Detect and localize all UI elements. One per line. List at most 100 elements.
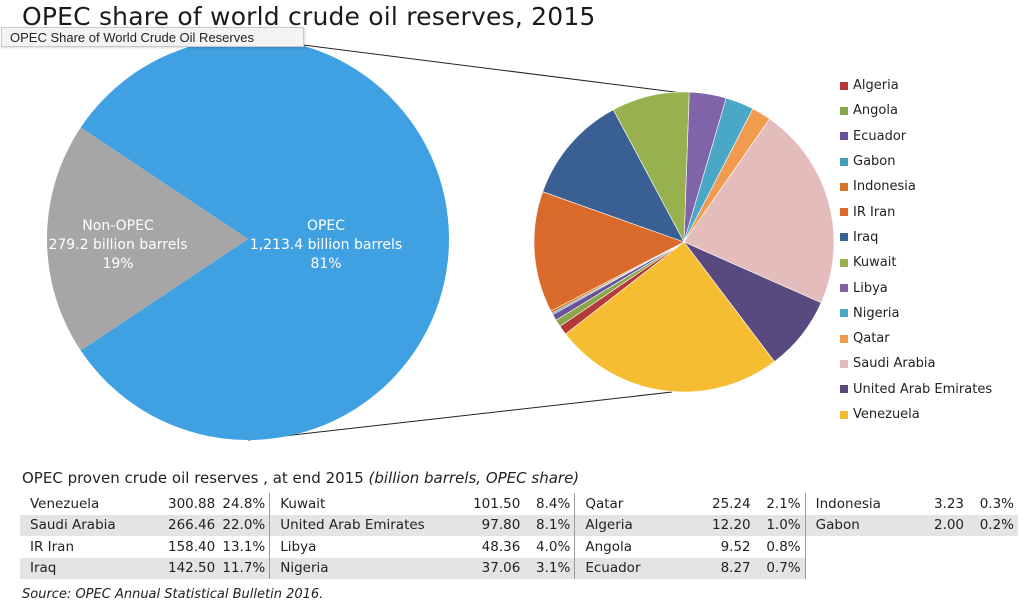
table-country: Indonesia — [815, 495, 881, 512]
table-value: 48.36 — [481, 538, 521, 555]
legend-swatch — [840, 81, 848, 90]
table-country: Algeria — [585, 517, 633, 534]
table-row: Saudi Arabia 266.46 22.0% — [20, 514, 270, 536]
table-row: Gabon 2.00 0.2% — [805, 514, 1018, 536]
table-row: Indonesia 3.23 0.3% — [806, 493, 1018, 515]
legend-label: Ecuador — [853, 128, 907, 144]
slice-iraq — [542, 109, 685, 243]
table-share: 22.0% — [222, 517, 266, 534]
table-column-3: Qatar 25.24 2.1% Algeria 12.20 1.0% Angola 9.52… — [575, 493, 806, 579]
legend-item-saudi-arabia: Saudi Arabia — [840, 351, 992, 376]
chart-tooltip: OPEC Share of World Crude Oil Reserves — [1, 27, 304, 47]
table-title-text: OPEC proven crude oil reserves , at end … — [22, 469, 364, 487]
table-share: 24.8% — [222, 495, 266, 512]
table-country: Gabon — [815, 517, 860, 534]
slice-non-opec — [46, 127, 248, 351]
legend-swatch — [840, 410, 848, 419]
legend-label: Angola — [853, 103, 898, 119]
label-opec-value: 1,213.4 billion barrels — [250, 237, 402, 253]
table-row — [806, 536, 1018, 558]
source-note: Source: OPEC Annual Statistical Bulletin… — [22, 587, 324, 602]
label-nonopec-name: Non-OPEC — [82, 218, 154, 234]
table-row: IR Iran 158.40 13.1% — [20, 536, 269, 558]
legend-swatch — [840, 106, 848, 115]
table-country: Saudi Arabia — [30, 517, 116, 534]
table-row — [806, 558, 1018, 580]
legend-item-gabon: Gabon — [840, 149, 992, 174]
legend-swatch — [840, 157, 848, 166]
legend-item-libya: Libya — [840, 275, 992, 300]
table-column-4: Indonesia 3.23 0.3% Gabon 2.00 0.2% — [805, 493, 1018, 580]
table-value: 9.52 — [720, 538, 751, 555]
legend-label: Kuwait — [853, 255, 897, 271]
table-row: Ecuador 8.27 0.7% — [575, 557, 805, 579]
table-row: Kuwait 101.50 8.4% — [270, 493, 574, 515]
legend-label: Indonesia — [853, 179, 916, 195]
legend-label: Venezuela — [853, 407, 920, 422]
table-value: 8.27 — [720, 560, 751, 577]
reserves-table: Venezuela 300.88 24.8% Saudi Arabia 266.46 22… — [20, 493, 1018, 579]
legend-label: Algeria — [853, 78, 899, 94]
legend-swatch — [840, 359, 848, 368]
table-country: IR Iran — [30, 538, 75, 555]
legend-swatch — [840, 132, 848, 141]
table-value: 158.40 — [168, 538, 216, 555]
table-country: Nigeria — [280, 560, 329, 577]
table-value: 25.24 — [711, 495, 751, 512]
slice-ir-iran — [533, 191, 685, 312]
pie-charts: OPEC 1,213.4 billion barrels 81% Non-OPEC 27… — [46, 37, 835, 441]
table-share: 2.1% — [766, 495, 801, 512]
table-unit: (billion barrels, OPEC share) — [368, 469, 580, 487]
table-country: Qatar — [585, 495, 624, 512]
legend-label: Gabon — [853, 154, 896, 170]
legend-swatch — [840, 258, 848, 267]
slice-venezuela — [565, 241, 775, 393]
legend-label: United Arab Emirates — [853, 381, 993, 397]
table-share: 4.0% — [536, 538, 571, 555]
legend-swatch — [840, 334, 848, 343]
legend-swatch — [840, 182, 848, 191]
table-share: 11.7% — [222, 560, 266, 577]
table-share: 8.1% — [536, 517, 571, 534]
table-country: Ecuador — [585, 560, 641, 577]
table-value: 97.80 — [481, 517, 521, 534]
legend-item-algeria: Algeria — [840, 73, 992, 98]
table-value: 12.20 — [711, 517, 751, 534]
table-share: 0.3% — [979, 495, 1014, 512]
table-country: Iraq — [30, 560, 57, 577]
table-share: 0.2% — [979, 517, 1014, 534]
table-share: 13.1% — [222, 538, 266, 555]
table-value: 3.23 — [933, 495, 964, 512]
table-country: Libya — [280, 538, 317, 555]
table-share: 0.7% — [766, 560, 801, 577]
table-value: 300.88 — [168, 495, 216, 512]
legend-swatch — [840, 233, 848, 242]
slice-saudi-arabia — [683, 118, 835, 304]
table-row: Iraq 142.50 11.7% — [20, 557, 270, 579]
legend-item-angola: Angola — [840, 98, 992, 123]
legend-item-qatar: Qatar — [840, 326, 992, 351]
legend-item-united-arab-emirates: United Arab Emirates — [840, 377, 992, 402]
legend-swatch — [840, 385, 848, 394]
table-row: Angola 9.52 0.8% — [575, 536, 804, 558]
label-nonopec-value: 279.2 billion barrels — [48, 237, 187, 253]
legend-item-ecuador: Ecuador — [840, 124, 992, 149]
legend-label: IR Iran — [853, 204, 896, 220]
table-share: 3.1% — [536, 560, 571, 577]
table-row: Venezuela 300.88 24.8% — [20, 493, 269, 515]
slice-opec — [80, 37, 449, 440]
label-opec-pct: 81% — [310, 256, 341, 272]
legend-swatch — [840, 309, 848, 318]
legend-item-venezuela: Venezuela — [840, 402, 992, 427]
legend-item-iraq: Iraq — [840, 225, 992, 250]
chart-title: OPEC share of world crude oil reserves, … — [22, 2, 596, 31]
legend-label: Saudi Arabia — [853, 356, 936, 372]
table-row: Nigeria 37.06 3.1% — [270, 557, 575, 579]
table-share: 0.8% — [766, 538, 801, 555]
table-share: 1.0% — [766, 517, 801, 534]
table-country: United Arab Emirates — [280, 517, 425, 534]
legend: Algeria Angola Ecuador Gabon Indonesia IR Ira… — [840, 73, 992, 427]
table-country: Angola — [585, 538, 632, 555]
table-value: 101.50 — [473, 495, 521, 512]
table-column-1: Venezuela 300.88 24.8% Saudi Arabia 266.46 22… — [20, 493, 271, 579]
